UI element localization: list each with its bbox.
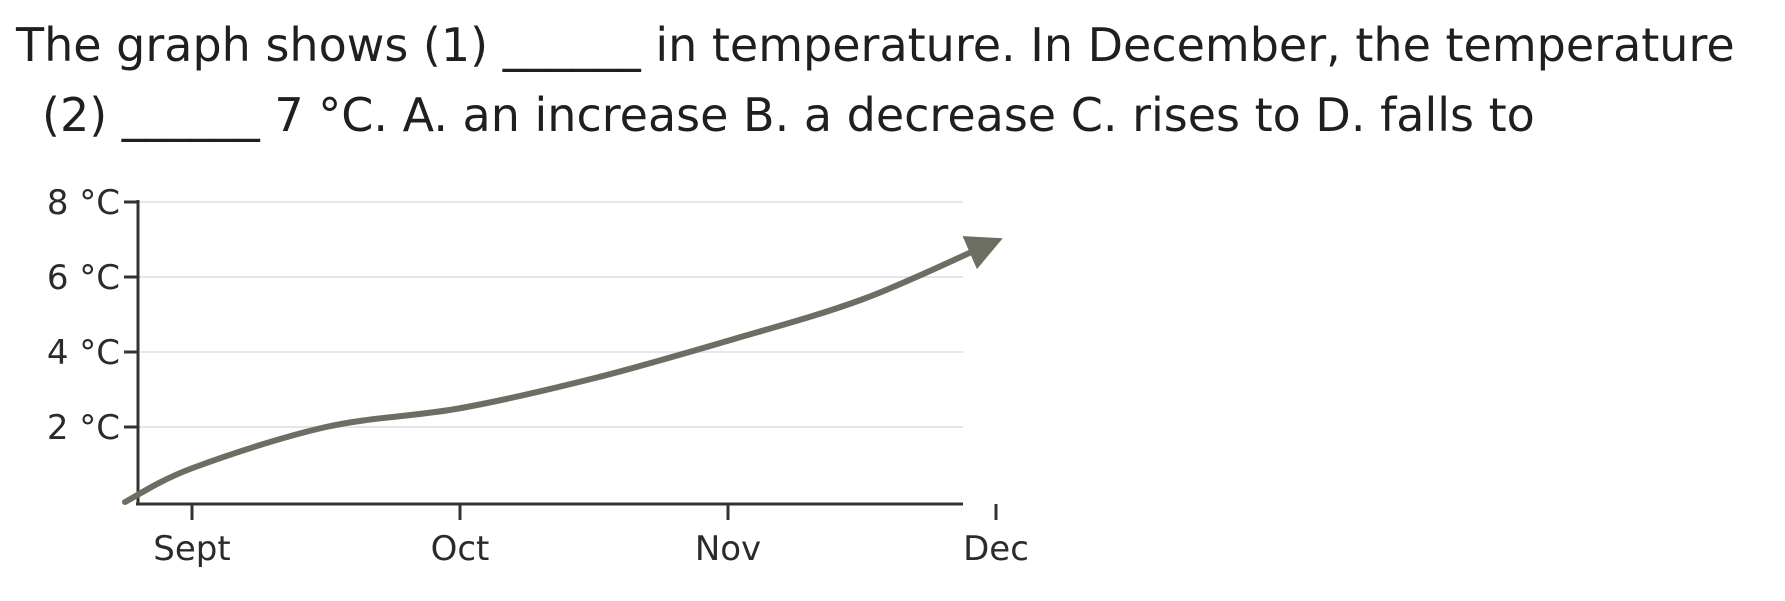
line-arrowhead-icon — [962, 236, 1003, 270]
ticks — [124, 200, 998, 520]
tick-labels: 2 °C 4 °C 6 °C 8 °C Sept Oct Nov Dec — [47, 183, 1029, 569]
question-line-1: The graph shows (1) ______ in temperatur… — [16, 18, 1735, 72]
question-line-2: (2) ______ 7 °C. A. an increase B. a dec… — [42, 88, 1535, 142]
y-tick-label: 8 °C — [47, 183, 120, 223]
temperature-line — [122, 244, 986, 505]
x-tick-label: Dec — [963, 529, 1029, 569]
y-tick-label: 2 °C — [47, 408, 120, 448]
x-tick-label: Nov — [695, 529, 761, 569]
series-group — [122, 236, 1003, 505]
temperature-chart: 2 °C 4 °C 6 °C 8 °C Sept Oct Nov Dec — [0, 170, 1785, 601]
x-tick-label: Sept — [153, 529, 230, 569]
grid-lines — [138, 201, 963, 428]
chart-svg: 2 °C 4 °C 6 °C 8 °C Sept Oct Nov Dec — [47, 183, 1029, 569]
y-tick-label: 6 °C — [47, 258, 120, 298]
y-tick-label: 4 °C — [47, 333, 120, 373]
question-text: The graph shows (1) ______ in temperatur… — [16, 10, 1776, 150]
x-tick-label: Oct — [431, 529, 490, 569]
